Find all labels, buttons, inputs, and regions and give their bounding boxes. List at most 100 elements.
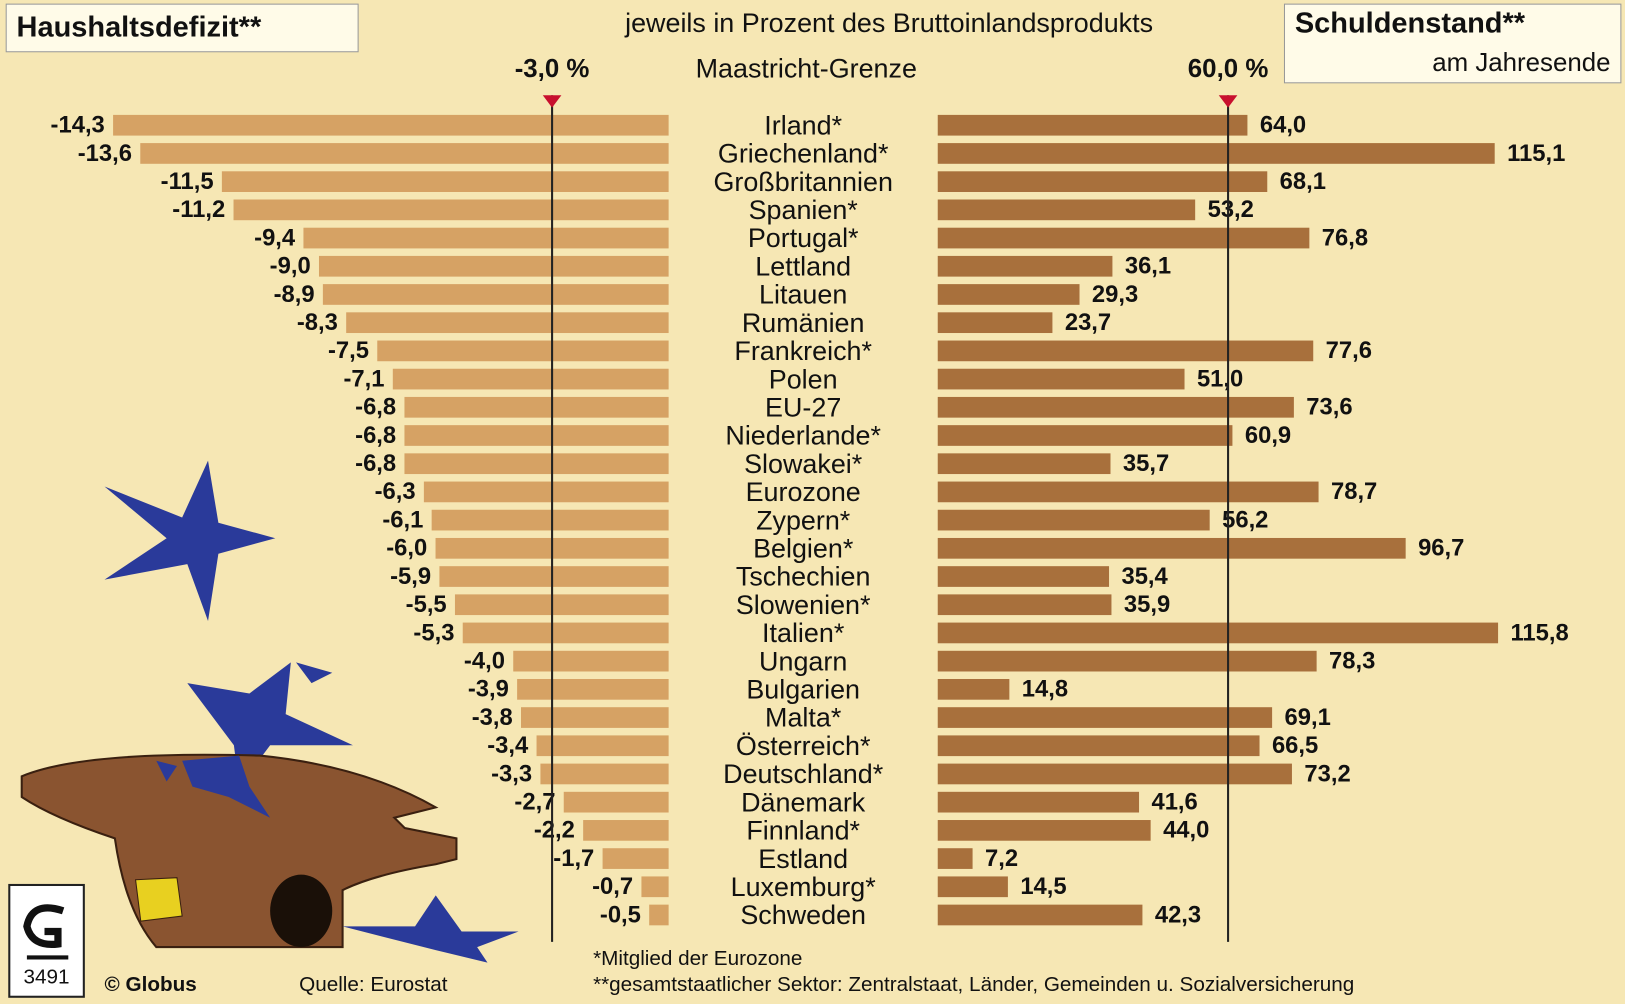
bar: [937, 114, 1248, 136]
value-label: -8,3: [297, 309, 338, 336]
bar: [937, 143, 1495, 164]
value-label: -5,5: [406, 591, 447, 618]
value-label: -6,3: [375, 478, 416, 505]
category-label: Dänemark: [741, 787, 866, 817]
bar: [233, 199, 669, 221]
category-label: Schweden: [740, 900, 866, 930]
category-label: Griechenland*: [718, 139, 889, 169]
value-label: -6,0: [386, 535, 427, 562]
bar: [937, 340, 1314, 362]
value-label: -7,1: [344, 365, 385, 392]
category-label: Malta*: [765, 703, 842, 733]
value-label: 78,7: [1331, 478, 1377, 505]
bar: [937, 678, 1010, 700]
bar: [462, 622, 669, 644]
left-series-name: Haushaltsdefizit**: [17, 12, 262, 44]
value-label: -8,9: [274, 281, 315, 308]
value-label: 96,7: [1418, 535, 1464, 562]
value-label: -6,8: [355, 422, 396, 449]
title: jeweils in Prozent des Bruttoinlandsprod…: [624, 8, 1153, 38]
value-label: 36,1: [1125, 253, 1171, 280]
category-label: Zypern*: [756, 505, 851, 535]
value-label: 35,7: [1123, 450, 1169, 477]
category-label: Italien*: [762, 618, 845, 648]
bar: [937, 622, 1499, 644]
reference-marker: [1218, 95, 1238, 108]
category-label: Slowakei*: [744, 449, 863, 479]
bar: [113, 114, 669, 136]
credit: © Globus: [105, 973, 197, 996]
reference-marker: [542, 95, 562, 108]
bar: [937, 284, 1080, 305]
category-label: Frankreich*: [734, 336, 872, 366]
source: Quelle: Eurostat: [299, 973, 448, 996]
bar: [454, 594, 669, 616]
bar: [583, 820, 669, 841]
category-label: Estland: [758, 844, 848, 874]
category-label: Belgien*: [753, 533, 854, 563]
value-label: -3,9: [468, 676, 509, 703]
bar: [303, 227, 669, 249]
category-label: Portugal*: [748, 223, 859, 253]
right-series-name: Schuldenstand**: [1295, 7, 1526, 39]
decoration: [8, 460, 519, 998]
bar: [937, 735, 1260, 757]
value-label: 51,0: [1197, 365, 1243, 392]
category-label: Ungarn: [759, 646, 847, 676]
value-label: 44,0: [1163, 817, 1209, 844]
bar: [521, 707, 669, 728]
bar: [937, 763, 1292, 785]
bar: [937, 904, 1143, 926]
bar: [404, 396, 669, 418]
bar: [513, 650, 669, 672]
value-label: 115,8: [1511, 619, 1569, 646]
bar: [937, 509, 1210, 531]
category-label: Großbritannien: [713, 167, 892, 197]
bar: [937, 566, 1110, 587]
value-label: -0,7: [592, 873, 633, 900]
value-label: 41,6: [1151, 788, 1197, 815]
note: **gesamtstaatlicher Sektor: Zentralstaat…: [593, 973, 1354, 996]
category-label: Luxemburg*: [731, 872, 877, 902]
bar: [649, 904, 669, 926]
value-label: -3,8: [472, 704, 513, 731]
value-label: 23,7: [1065, 309, 1111, 336]
note: *Mitglied der Eurozone: [593, 947, 802, 970]
bar: [221, 171, 669, 193]
reference-label: Maastricht-Grenze: [696, 53, 917, 83]
value-label: -3,3: [491, 760, 532, 787]
category-label: Spanien*: [749, 195, 859, 225]
value-label: 69,1: [1285, 704, 1331, 731]
category-label: Österreich*: [736, 731, 871, 761]
bar: [431, 509, 669, 531]
bar: [937, 255, 1113, 277]
bar: [540, 763, 669, 785]
value-label: -9,0: [270, 253, 311, 280]
bar: [377, 340, 669, 362]
category-label: Rumänien: [742, 308, 865, 338]
category-label: EU-27: [765, 392, 841, 422]
category-label: Bulgarien: [746, 675, 860, 705]
category-label: Finnland*: [746, 816, 860, 846]
category-label: Lettland: [755, 251, 851, 281]
bar: [322, 284, 669, 305]
bar: [937, 876, 1008, 898]
bar: [937, 481, 1319, 503]
reference-value: 60,0 %: [1188, 55, 1269, 83]
value-label: -0,5: [600, 901, 641, 928]
category-label: Tschechien: [736, 562, 871, 592]
reference-value: -3,0 %: [515, 55, 590, 83]
value-label: -2,7: [514, 788, 555, 815]
bar: [937, 368, 1185, 390]
bar: [937, 199, 1196, 221]
value-label: 35,9: [1124, 591, 1170, 618]
value-label: -6,8: [355, 450, 396, 477]
value-label: 14,5: [1020, 873, 1066, 900]
value-label: 7,2: [985, 845, 1018, 872]
bar: [404, 453, 669, 475]
bar: [602, 848, 669, 869]
bar: [937, 537, 1406, 559]
bar: [641, 876, 669, 898]
value-label: -9,4: [254, 224, 296, 251]
